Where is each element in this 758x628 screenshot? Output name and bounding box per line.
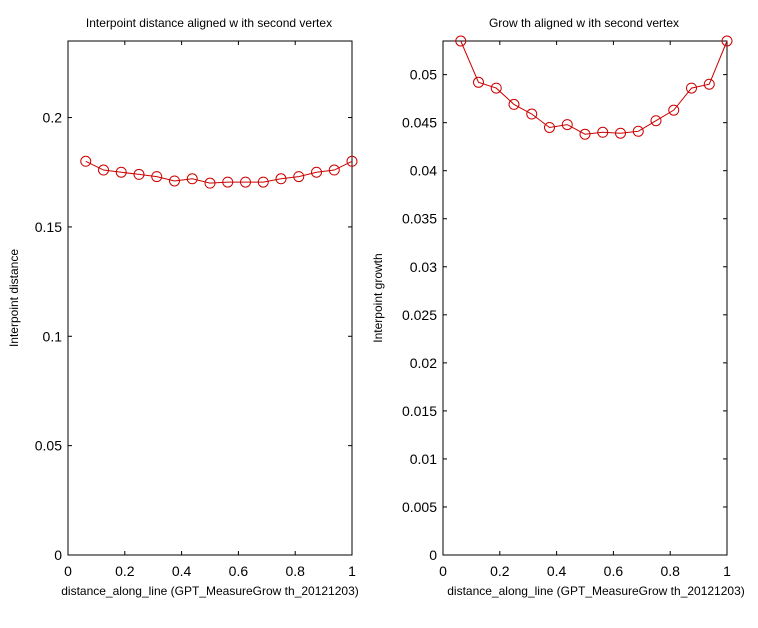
data-point [311, 166, 322, 178]
data-point [579, 128, 591, 140]
y-tick-label: 0.035 [402, 211, 437, 227]
x-axis: 0 0.2 0.4 0.6 0.8 1 [439, 41, 731, 579]
x-tick-label: 0.8 [285, 563, 305, 579]
y-tick-label: 0.1 [43, 328, 63, 344]
data-point [703, 78, 715, 90]
data-point [222, 176, 234, 188]
x-tick-label: 0.4 [172, 563, 192, 579]
y-axis: 0 0.005 0.01 0.015 0.02 0.025 0.03 0.035 0.04 0.0… [402, 67, 727, 563]
data-point [204, 177, 216, 189]
x-tick-label: 0.6 [229, 563, 249, 579]
data-point [561, 119, 573, 131]
data-point [544, 121, 555, 133]
y-axis: 0 0.05 0.1 0.15 0.2 [35, 110, 352, 563]
data-point [328, 164, 340, 176]
data-point [632, 125, 644, 137]
y-tick-label: 0.04 [410, 163, 437, 179]
data-series [80, 155, 358, 189]
x-axis-label: distance_along_line (GPT_MeasureGrow th_… [447, 584, 745, 598]
y-tick-label: 0 [429, 547, 437, 563]
y-tick-label: 0.03 [410, 259, 437, 275]
chart-interpoint-growth: Grow th aligned w ith second vertex 0 0.2… [371, 16, 745, 598]
y-axis-label: Interpoint distance [7, 249, 21, 347]
data-point [186, 173, 198, 185]
x-tick-label: 0 [439, 563, 447, 579]
data-point [257, 176, 269, 188]
data-point [240, 176, 251, 188]
data-point [275, 173, 287, 185]
y-tick-label: 0.2 [43, 110, 63, 126]
y-axis-label: Interpoint growth [371, 253, 385, 342]
plot-area [67, 40, 353, 556]
data-point [169, 175, 180, 187]
data-point [686, 82, 697, 94]
y-tick-label: 0.015 [402, 403, 437, 419]
chart-title: Interpoint distance aligned w ith second… [86, 16, 332, 30]
x-tick-label: 0.2 [490, 563, 510, 579]
y-tick-label: 0 [54, 547, 62, 563]
data-point [650, 115, 662, 127]
data-point [346, 155, 358, 167]
chart-title: Grow th aligned w ith second vertex [489, 16, 679, 30]
y-tick-label: 0.005 [402, 499, 437, 515]
x-tick-label: 0.2 [115, 563, 135, 579]
x-tick-label: 0.8 [660, 563, 680, 579]
data-series [455, 35, 733, 140]
x-tick-label: 0 [64, 563, 72, 579]
data-point [473, 76, 484, 88]
y-tick-label: 0.05 [35, 438, 62, 454]
plot-area [442, 40, 728, 556]
y-tick-label: 0.045 [402, 115, 437, 131]
data-point [115, 166, 127, 178]
data-point [151, 171, 163, 183]
data-point [668, 104, 680, 116]
data-point [455, 35, 467, 47]
series-line [85, 160, 353, 184]
y-tick-label: 0.15 [35, 219, 62, 235]
data-point [721, 35, 733, 47]
data-point [508, 98, 520, 110]
x-tick-label: 1 [723, 563, 731, 579]
y-tick-label: 0.025 [402, 307, 437, 323]
x-tick-label: 0.4 [547, 563, 567, 579]
chart-interpoint-distance: Interpoint distance aligned w ith second… [7, 16, 359, 598]
y-tick-label: 0.01 [410, 451, 437, 467]
x-tick-label: 0.6 [604, 563, 624, 579]
data-point [293, 171, 305, 183]
data-point [615, 127, 626, 139]
x-axis: 0 0.2 0.4 0.6 0.8 1 [64, 41, 356, 579]
x-tick-label: 1 [348, 563, 356, 579]
series-line [460, 40, 728, 135]
data-point [98, 164, 109, 176]
y-tick-label: 0.02 [410, 355, 437, 371]
data-point [597, 126, 609, 138]
data-point [133, 168, 145, 180]
data-point [526, 108, 538, 120]
data-point [80, 155, 92, 167]
y-tick-label: 0.05 [410, 67, 437, 83]
x-axis-label: distance_along_line (GPT_MeasureGrow th_… [61, 584, 359, 598]
data-point [490, 82, 502, 94]
